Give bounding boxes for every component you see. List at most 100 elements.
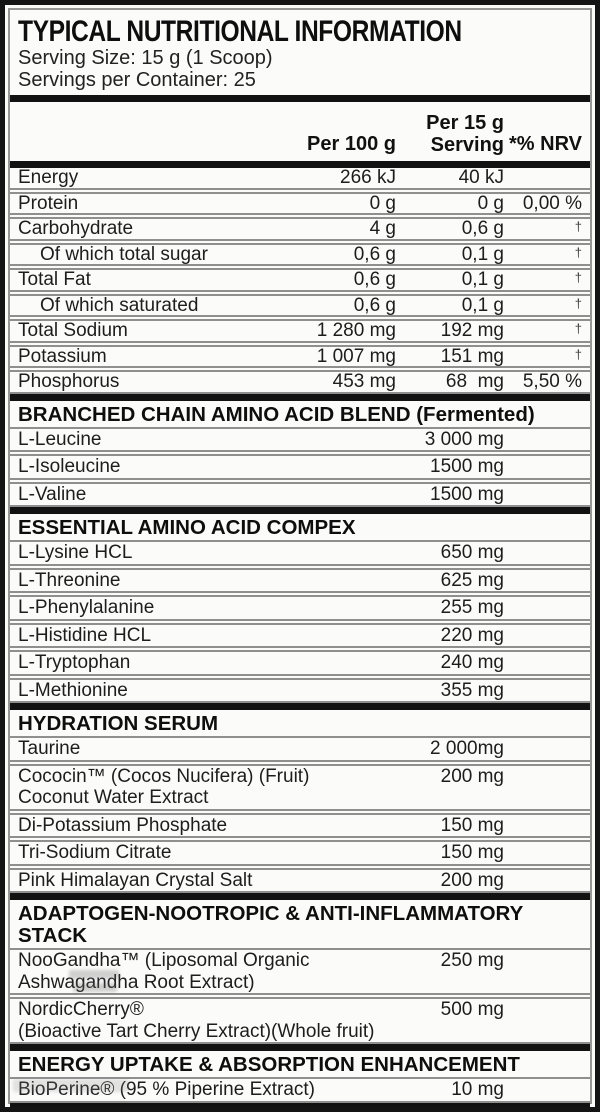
ingredient-name: L-Threonine (18, 569, 121, 591)
nutrient-per-100g: 1 007 mg (316, 345, 396, 367)
section-heading: ADAPTOGEN-NOOTROPIC & ANTI-INFLAMMATORY … (10, 900, 590, 950)
ingredient-amount: 200 mg (440, 869, 504, 891)
ingredient-amount: 2 000mg (430, 738, 504, 759)
serving-size-text: Serving Size: 15 g (1 Scoop) (18, 47, 273, 69)
ingredient-row: Tri-Sodium Citrate 150 mg (10, 840, 590, 866)
ingredient-row: NooGandha™ (Liposomal Organic Ashwagandh… (10, 950, 590, 995)
divider-bar (10, 1044, 590, 1051)
nutrient-table: Energy 266 kJ 40 kJ Protein 0 g 0 g 0,00 % Carb… (10, 168, 590, 394)
nutrient-name: Phosphorus (18, 371, 120, 392)
ingredient-amount: 220 mg (440, 624, 504, 646)
ingredient-row: Taurine 2 000mg (10, 738, 590, 762)
ingredient-amount: 650 mg (440, 542, 504, 563)
nutrient-name: Protein (18, 192, 79, 214)
nutrient-nrv: † (574, 295, 582, 311)
ingredient-name: L-Leucine (18, 428, 102, 450)
nutrient-per-serving: 0,6 g (461, 218, 504, 239)
nutrient-per-serving: 0,1 g (461, 243, 504, 265)
nutrient-per-100g: 1 280 mg (316, 320, 396, 341)
divider-bar (10, 893, 590, 900)
column-header-per-100g: Per 100 g (307, 133, 396, 155)
ingredient-amount: 625 mg (440, 569, 504, 591)
nutrient-name: Of which saturated (40, 294, 199, 316)
ingredient-row: Cococin™ (Cocos Nucifera) (Fruit) Coconu… (10, 763, 590, 811)
nutrient-row: Of which total sugar 0,6 g 0,1 g † (10, 242, 590, 266)
nutrient-per-100g: 0,6 g (353, 269, 396, 290)
ingredient-name: Pink Himalayan Crystal Salt (18, 869, 253, 891)
section-heading: ENERGY UPTAKE & ABSORPTION ENHANCEMENT (10, 1051, 590, 1079)
panel-title: TYPICAL NUTRITIONAL INFORMATION (18, 15, 462, 48)
ingredient-name: L-Tryptophan (18, 652, 131, 673)
ingredient-name: Di-Potassium Phosphate (18, 814, 228, 836)
ingredient-sections: BRANCHED CHAIN AMINO ACID BLEND (Ferment… (10, 393, 590, 1103)
ingredient-amount: 10 mg (451, 1079, 504, 1100)
ingredient-amount: 1500 mg (430, 483, 504, 505)
section-heading: HYDRATION SERUM (10, 710, 590, 738)
nutrient-name: Total Fat (18, 269, 91, 290)
ingredient-amount: 250 mg (440, 950, 504, 971)
ingredient-name: NordicCherry® (Bioactive Tart Cherry Ext… (18, 999, 375, 1042)
ingredient-amount: 355 mg (440, 679, 504, 701)
nutrient-per-100g: 0 g (369, 192, 396, 214)
nutrient-nrv: † (574, 244, 582, 260)
ingredient-row: NordicCherry® (Bioactive Tart Cherry Ext… (10, 997, 590, 1044)
nutrient-per-serving: 151 mg (440, 345, 504, 367)
ingredient-name: Taurine (18, 738, 81, 759)
panel-header: TYPICAL NUTRITIONAL INFORMATION Serving … (10, 10, 590, 95)
nutrient-per-serving: 0 g (477, 192, 504, 214)
per-serving-line2: Serving (430, 134, 504, 156)
nutrient-row: Energy 266 kJ 40 kJ (10, 168, 590, 190)
nutrient-nrv: † (574, 346, 582, 362)
divider-bar (10, 393, 590, 401)
nutrient-name: Of which total sugar (40, 243, 208, 265)
panel-inner-frame: TYPICAL NUTRITIONAL INFORMATION Serving … (8, 8, 592, 1107)
divider-bar (10, 95, 590, 102)
section-heading: BRANCHED CHAIN AMINO ACID BLEND (Ferment… (10, 401, 590, 429)
per-serving-line1: Per 15 g (426, 112, 504, 134)
ingredient-row: L-Isoleucine 1500 mg (10, 454, 590, 480)
nutrient-name: Energy (18, 167, 79, 188)
nutrient-row: Carbohydrate 4 g 0,6 g † (10, 217, 590, 241)
nutrient-nrv: † (574, 219, 582, 234)
nutrient-row: Phosphorus 453 mg 68 mg 5,50 % (10, 370, 590, 394)
ingredient-amount: 150 mg (440, 842, 504, 863)
ingredient-name: Cococin™ (Cocos Nucifera) (Fruit) Coconu… (18, 765, 310, 809)
divider-bar (10, 1102, 590, 1107)
nutrient-nrv: 0,00 % (522, 192, 582, 214)
nutrient-per-100g: 0,6 g (353, 294, 396, 316)
nutrient-per-100g: 4 g (369, 218, 396, 239)
ingredient-name: L-Histidine HCL (18, 624, 152, 646)
ingredient-row: Di-Potassium Phosphate 150 mg (10, 812, 590, 838)
ingredient-amount: 1500 mg (430, 456, 504, 477)
ingredient-name: L-Isoleucine (18, 456, 121, 477)
nutrient-name: Carbohydrate (18, 218, 134, 239)
nutrient-row: Of which saturated 0,6 g 0,1 g † (10, 293, 590, 317)
nutrient-per-serving: 192 mg (440, 320, 504, 341)
column-header-row: Per 100 g Per 15 g Serving *% NRV (10, 102, 590, 161)
nutrient-row: Protein 0 g 0 g 0,00 % (10, 191, 590, 215)
ingredient-name: Tri-Sodium Citrate (18, 842, 172, 863)
ingredient-row: L-Methionine 355 mg (10, 677, 590, 703)
nutrient-per-serving: 0,1 g (461, 294, 504, 316)
ingredient-amount: 150 mg (440, 814, 504, 836)
nutrient-per-100g: 0,6 g (353, 243, 396, 265)
nutrient-per-100g: 453 mg (332, 371, 396, 392)
ingredient-name: L-Phenylalanine (18, 597, 155, 618)
ingredient-row: L-Leucine 3 000 mg (10, 428, 590, 452)
ingredient-amount: 200 mg (440, 765, 504, 787)
ingredient-name: BioPerine® (95 % Piperine Extract) (18, 1079, 316, 1100)
ingredient-row: L-Tryptophan 240 mg (10, 650, 590, 676)
ingredient-amount: 240 mg (440, 652, 504, 673)
ingredient-name: L-Valine (18, 483, 87, 505)
nutrient-row: Potassium 1 007 mg 151 mg † (10, 344, 590, 368)
column-header-per-serving: Per 15 g Serving (396, 112, 504, 156)
ingredient-name: L-Lysine HCL (18, 542, 133, 563)
nutrient-nrv: 5,50 % (522, 371, 582, 392)
nutrient-name: Total Sodium (18, 320, 128, 341)
nutrient-per-serving: 40 kJ (458, 167, 504, 188)
nutrient-nrv: † (574, 321, 582, 336)
ingredient-row: BioPerine® (95 % Piperine Extract) 10 mg (10, 1079, 590, 1103)
column-header-nrv: *% NRV (509, 133, 582, 155)
nutrient-row: Total Fat 0,6 g 0,1 g † (10, 268, 590, 292)
